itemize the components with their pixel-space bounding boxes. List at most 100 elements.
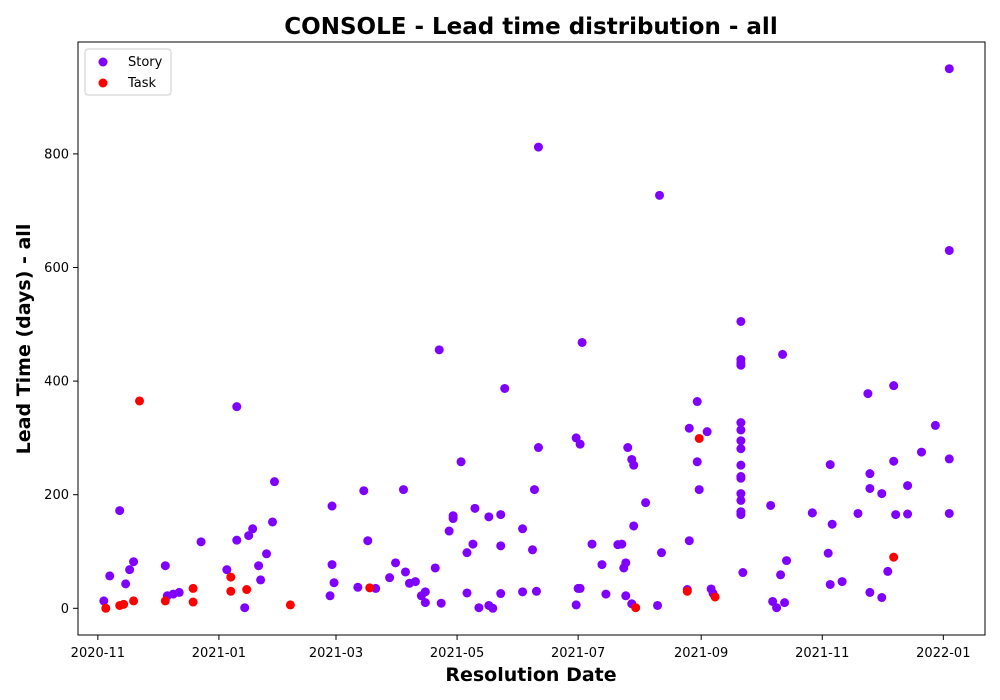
data-point-task [129, 596, 139, 606]
y-tick-label: 600 [44, 261, 69, 276]
data-point-story [531, 586, 541, 596]
data-point-story [125, 565, 135, 575]
data-point-task [188, 583, 198, 593]
data-point-story [807, 508, 817, 518]
x-tick-label: 2021-07 [551, 646, 605, 661]
data-point-story [865, 483, 875, 493]
data-point-task [889, 552, 899, 562]
data-point-story [325, 591, 335, 601]
data-point-story [736, 436, 746, 446]
data-point-story [736, 425, 746, 435]
data-point-story [400, 567, 410, 577]
data-point-story [456, 457, 466, 467]
data-point-story [825, 460, 835, 470]
data-point-story [692, 457, 702, 467]
x-tick-label: 2021-01 [192, 646, 246, 661]
data-point-task [135, 396, 145, 406]
data-point-story [827, 519, 837, 529]
data-point-story [363, 536, 373, 546]
data-point-story [597, 560, 607, 570]
data-point-story [174, 587, 184, 597]
data-point-story [448, 511, 458, 521]
data-point-story [766, 500, 776, 510]
data-point-story [240, 603, 250, 613]
data-point-story [244, 531, 254, 541]
series-story [99, 64, 954, 613]
data-point-story [232, 535, 242, 545]
data-point-task [631, 603, 641, 613]
x-tick-label: 2021-09 [674, 646, 728, 661]
data-point-story [782, 556, 792, 566]
data-point-story [420, 587, 430, 597]
data-point-story [825, 579, 835, 589]
data-point-task [365, 583, 375, 593]
data-point-story [738, 568, 748, 578]
legend: Story Task [84, 48, 172, 96]
data-point-story [778, 349, 788, 359]
data-point-story [621, 591, 631, 601]
data-point-task [226, 572, 236, 582]
data-point-story [222, 565, 232, 575]
data-point-story [533, 443, 543, 453]
data-point-story [736, 460, 746, 470]
data-point-task [710, 592, 720, 602]
data-point-story [269, 477, 279, 487]
data-point-story [474, 603, 484, 613]
data-point-story [889, 456, 899, 466]
data-point-story [529, 485, 539, 495]
data-point-story [655, 190, 665, 200]
data-point-task [188, 597, 198, 607]
data-point-story [944, 245, 954, 255]
data-point-story [930, 420, 940, 430]
data-point-story [684, 423, 694, 433]
x-tick-label: 2021-11 [795, 646, 849, 661]
data-point-story [99, 596, 109, 606]
data-point-story [772, 603, 782, 613]
data-point-story [865, 469, 875, 479]
data-point-story [577, 337, 587, 347]
data-point-story [837, 577, 847, 587]
data-point-task [682, 586, 692, 596]
x-tick-label: 2020-11 [71, 646, 125, 661]
data-point-story [736, 495, 746, 505]
data-point-story [736, 444, 746, 454]
data-point-story [865, 587, 875, 597]
data-point-story [462, 588, 472, 598]
data-point-story [823, 548, 833, 558]
data-point-story [575, 439, 585, 449]
data-point-story [527, 545, 537, 555]
data-point-story [248, 524, 258, 534]
data-point-story [736, 360, 746, 370]
data-point-story [359, 486, 369, 496]
data-point-story [196, 537, 206, 547]
data-point-story [944, 454, 954, 464]
data-point-story [518, 524, 528, 534]
data-point-story [327, 560, 337, 570]
data-point-story [518, 587, 528, 597]
data-point-story [484, 512, 494, 522]
x-axis-title: Resolution Date [445, 664, 616, 686]
data-point-story [653, 600, 663, 610]
data-point-story [575, 583, 585, 593]
data-point-story [468, 539, 478, 549]
data-point-story [944, 64, 954, 74]
data-point-story [641, 498, 651, 508]
data-point-story [329, 578, 339, 588]
data-point-story [684, 536, 694, 546]
data-point-story [889, 381, 899, 391]
data-point-story [656, 548, 666, 558]
data-point-story [629, 521, 639, 531]
data-point-story [398, 485, 408, 495]
data-point-story [115, 506, 125, 516]
data-point-story [105, 571, 115, 581]
data-point-story [623, 443, 633, 453]
data-point-story [533, 142, 543, 152]
data-point-task [285, 600, 295, 610]
data-point-task [119, 599, 129, 609]
data-point-story [883, 566, 893, 576]
x-axis: 2020-11 2021-01 2021-03 2021-05 2021-07 2021-… [71, 635, 970, 661]
data-point-story [410, 577, 420, 587]
data-point-story [462, 548, 472, 558]
y-tick-label: 0 [61, 602, 69, 617]
data-point-story [129, 557, 139, 567]
